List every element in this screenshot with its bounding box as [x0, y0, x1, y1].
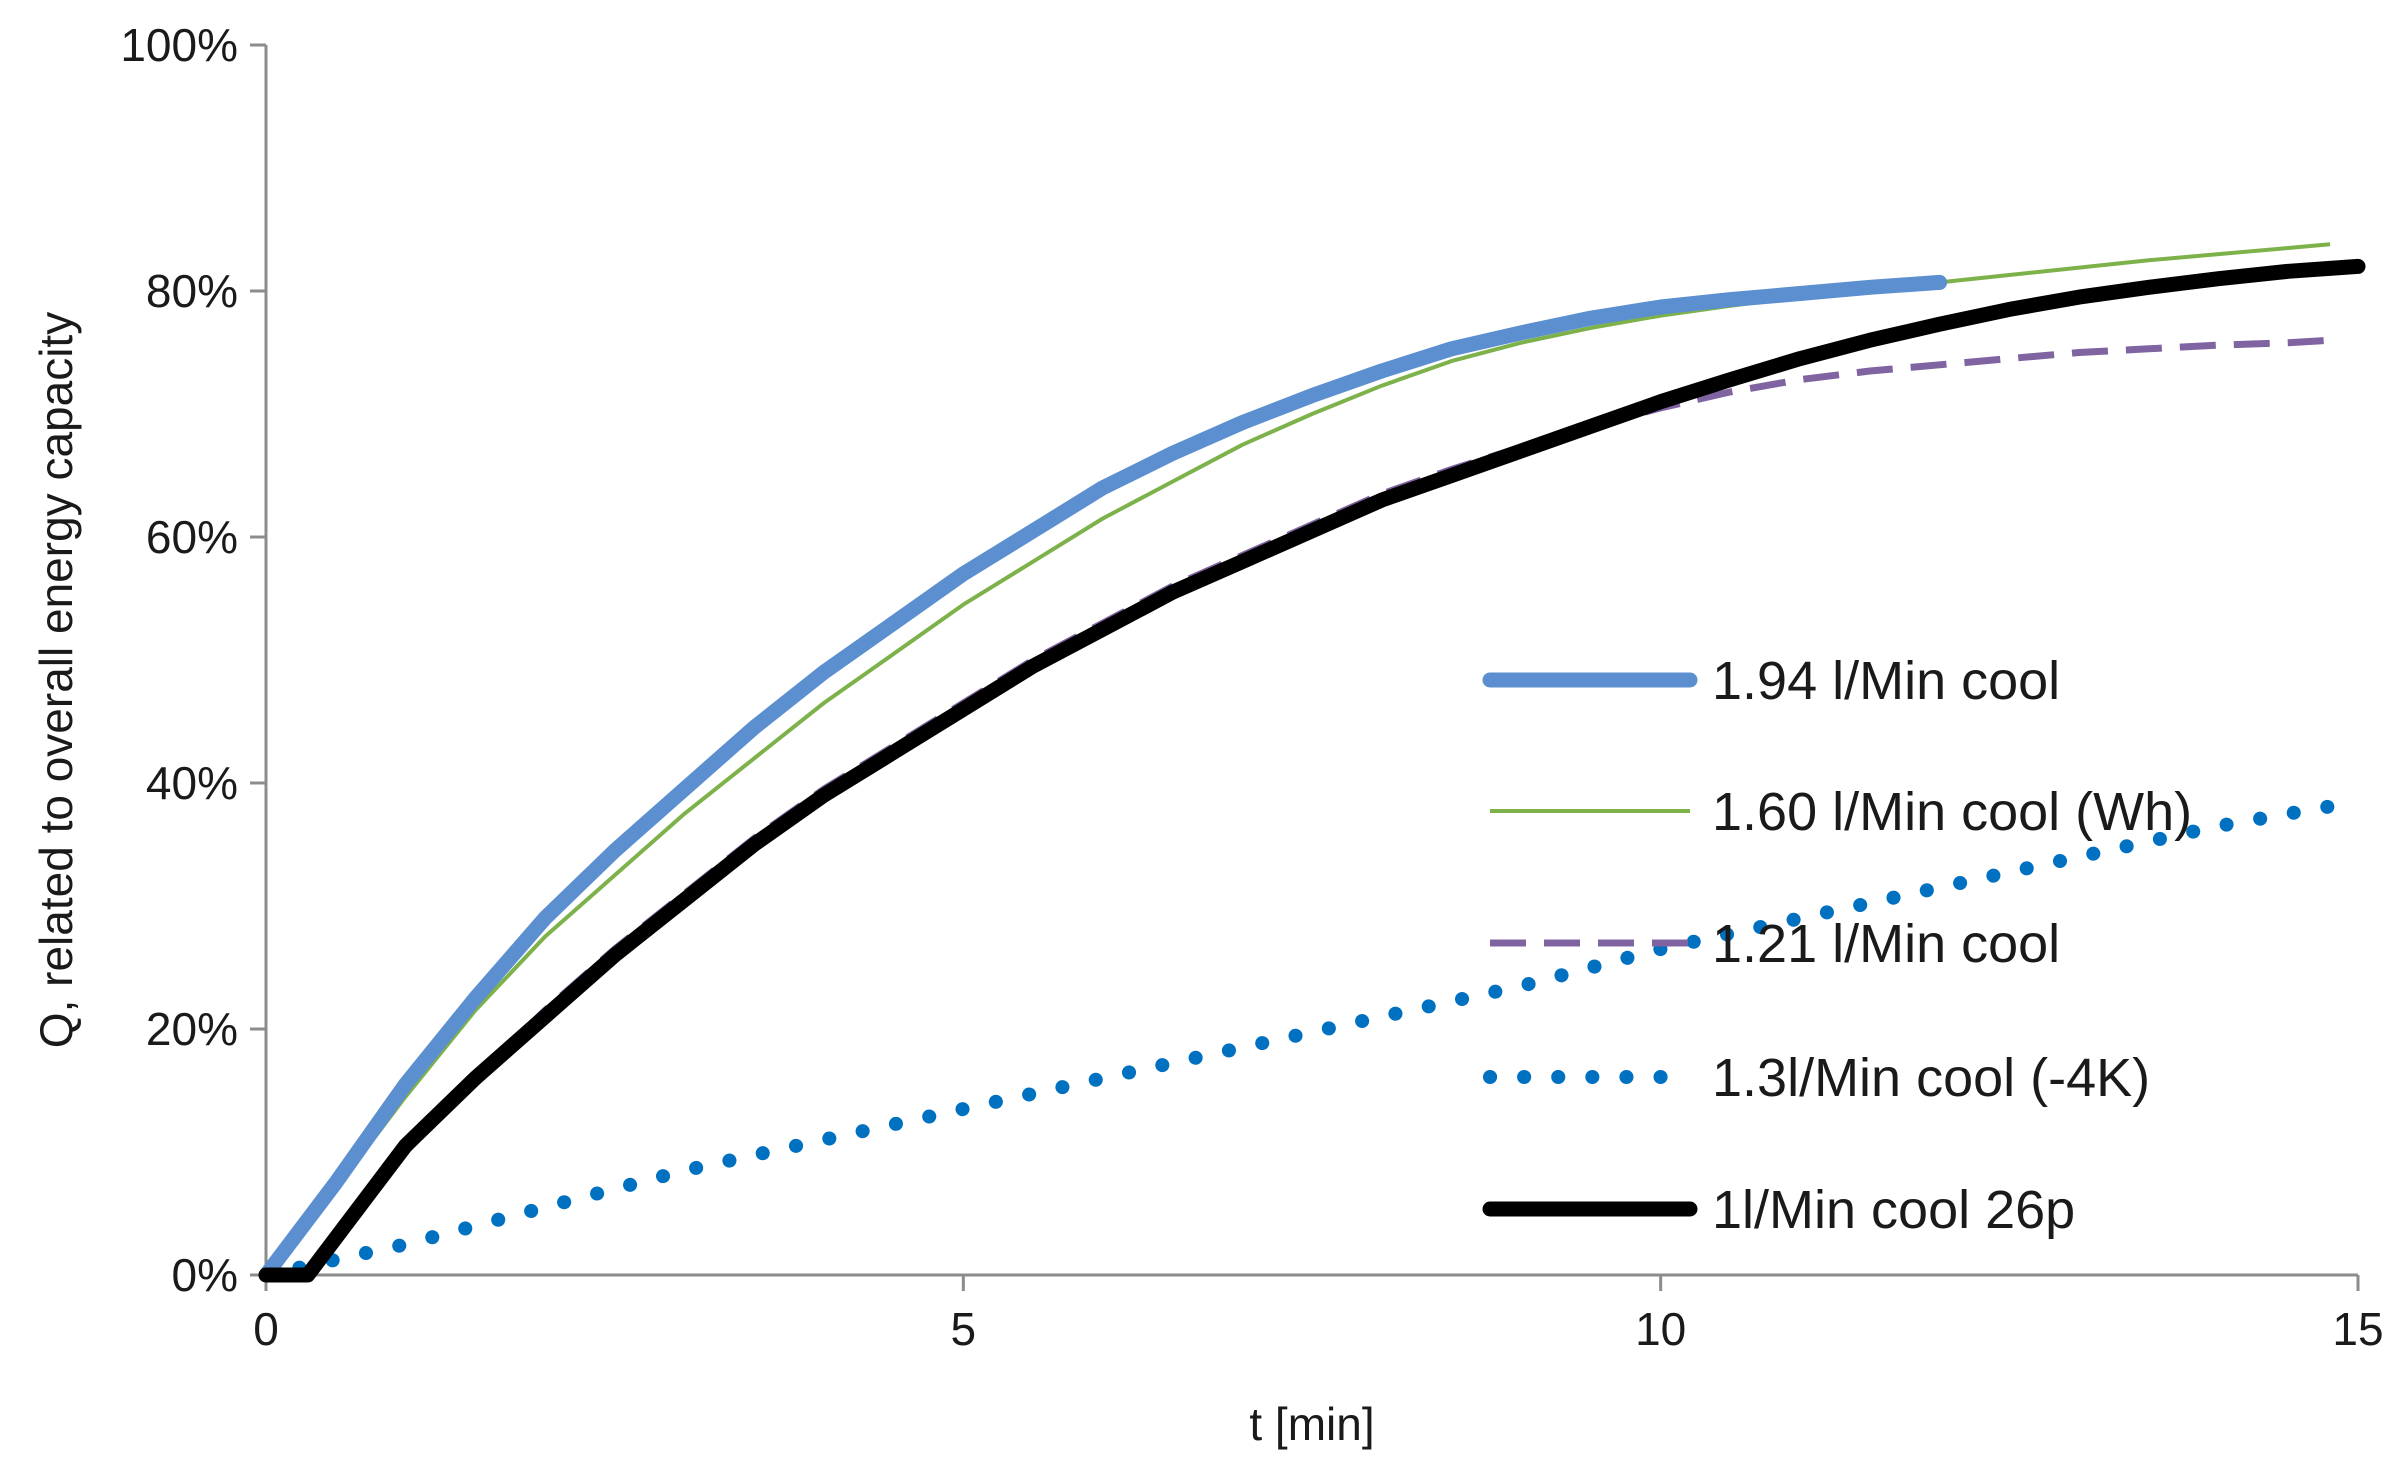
- series-line: [258, 274, 1948, 1283]
- y-tick-label: 80%: [146, 265, 238, 317]
- y-axis-title: Q, related to overall energy capacity: [30, 312, 82, 1048]
- y-tick-label: 40%: [146, 757, 238, 809]
- legend-label: 1.3l/Min cool (-4K): [1712, 1048, 2150, 1108]
- chart-legend: 1.94 l/Min cool 1.60 l/Min cool (Wh) 1.21 …: [1482, 651, 2192, 1240]
- legend-label: 1.60 l/Min cool (Wh): [1712, 782, 2192, 842]
- series-line: [264, 242, 2331, 1277]
- legend-label: 1.94 l/Min cool: [1712, 651, 2060, 711]
- x-tick-label: 10: [1635, 1303, 1686, 1355]
- y-tick-label: 20%: [146, 1003, 238, 1055]
- chart-series: [258, 242, 2366, 1283]
- x-tick-label: 5: [951, 1303, 977, 1355]
- series-line: [258, 258, 2366, 1283]
- y-tick-label: 60%: [146, 511, 238, 563]
- legend-label: 1l/Min cool 26p: [1712, 1180, 2075, 1240]
- x-tick-label: 0: [253, 1303, 279, 1355]
- legend-label: 1.21 l/Min cool: [1712, 914, 2060, 974]
- x-axis-title: t [min]: [1249, 1398, 1374, 1450]
- y-tick-label: 0%: [172, 1249, 238, 1301]
- x-tick-label: 15: [2332, 1303, 2383, 1355]
- y-tick-label: 100%: [120, 19, 238, 71]
- chart-axes: 0% 20% 40% 60% 80% 100% 0 5 10 15 t [min] Q, relate…: [30, 19, 2384, 1450]
